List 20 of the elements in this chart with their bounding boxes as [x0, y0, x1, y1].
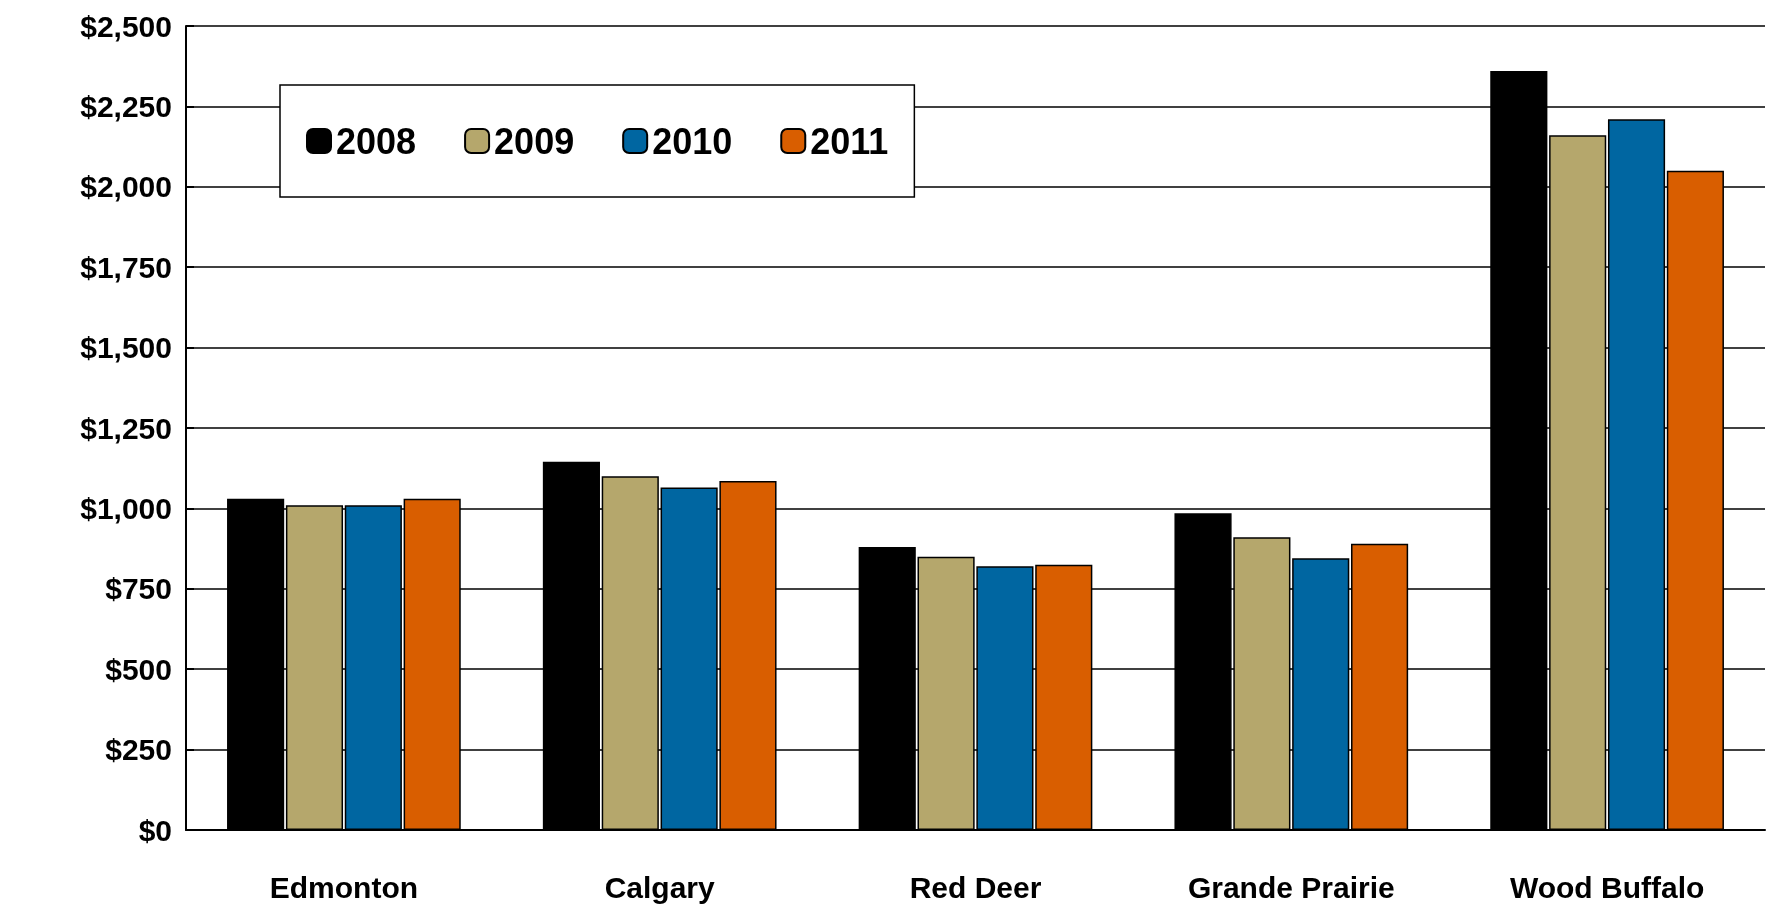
y-tick-label: $1,250	[80, 411, 172, 445]
legend-label: 2009	[494, 120, 575, 162]
legend-label: 2011	[810, 120, 889, 162]
y-tick-label: $2,250	[80, 89, 172, 123]
x-tick-label: Wood Buffalo	[1509, 870, 1705, 904]
y-tick-label: $0	[138, 813, 172, 847]
y-tick-label: $1,750	[80, 250, 172, 284]
y-tick-label: $2,000	[80, 170, 172, 204]
x-tick-label: Edmonton	[269, 870, 419, 904]
legend-label: 2010	[652, 120, 733, 162]
y-tick-label: $1,500	[80, 331, 172, 365]
x-tick-label: Calgary	[604, 870, 716, 904]
x-tick-label: Grande Prairie	[1187, 870, 1395, 904]
x-tick-label: Red Deer	[909, 870, 1042, 904]
y-tick-label: $1,000	[80, 491, 172, 525]
y-tick-label: $250	[105, 733, 172, 767]
legend-label: 2008	[336, 120, 417, 162]
y-tick-label: $2,500	[80, 9, 172, 43]
y-tick-label: $500	[105, 652, 172, 686]
y-tick-label: $750	[105, 572, 172, 606]
